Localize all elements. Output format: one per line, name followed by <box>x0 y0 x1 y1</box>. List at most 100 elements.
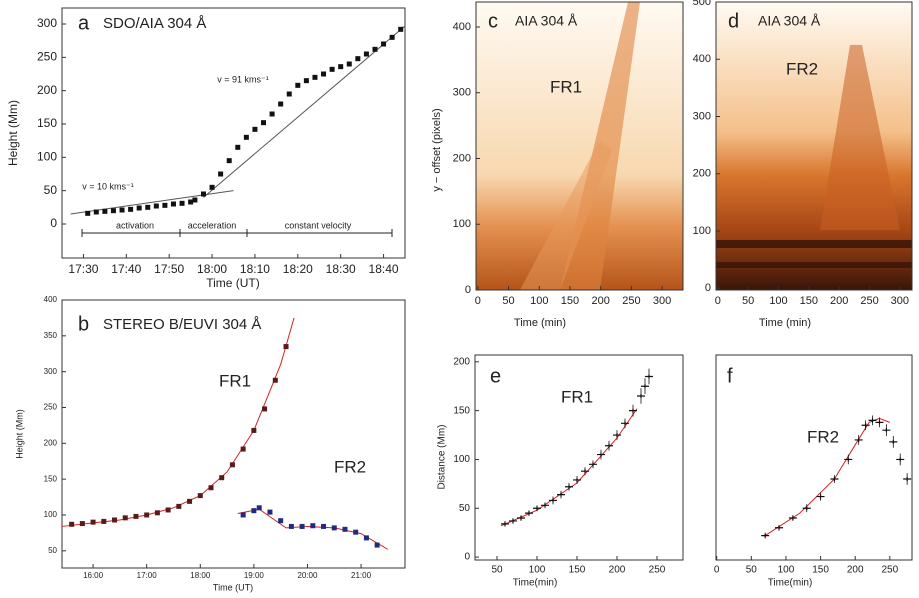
y-tick-label: 200 <box>453 356 470 367</box>
point <box>256 505 262 511</box>
x-tick-label: 50 <box>742 295 754 307</box>
annotation: v = 10 kms⁻¹ <box>82 181 134 191</box>
point <box>303 78 309 84</box>
point <box>229 462 235 468</box>
plot-frame <box>61 299 406 569</box>
x-tick-label: 18:40 <box>369 262 399 276</box>
plot-frame <box>715 354 913 561</box>
point <box>621 421 629 426</box>
panel-letter: f <box>727 365 733 387</box>
point <box>267 509 273 515</box>
panel-title: STEREO B/EUVI 304 Å <box>103 316 261 333</box>
point <box>775 525 784 530</box>
y-tick-label: 300 <box>37 16 57 30</box>
point <box>363 535 369 541</box>
point <box>398 26 404 32</box>
fit-line <box>500 408 638 527</box>
point <box>533 506 541 511</box>
plot-frame <box>61 7 406 259</box>
point <box>226 158 232 164</box>
x-tick-label: 17:40 <box>111 262 141 276</box>
point <box>154 510 160 516</box>
x-tick-label: 0 <box>475 295 481 307</box>
point <box>93 209 99 215</box>
point <box>235 144 241 150</box>
point <box>192 197 198 203</box>
plot-frame <box>475 1 684 291</box>
point <box>269 111 275 117</box>
x-axis-label: Time(min) <box>513 578 558 589</box>
point <box>549 498 557 503</box>
series-label: FR2 <box>334 457 366 476</box>
x-tick-label: 50 <box>746 565 758 576</box>
point <box>133 513 139 519</box>
x-tick-label: 19:00 <box>244 571 265 580</box>
point <box>882 428 891 433</box>
point <box>374 542 380 548</box>
point <box>637 394 645 398</box>
y-tick-label: 50 <box>459 503 471 514</box>
point <box>209 184 215 190</box>
x-tick-label: 250 <box>649 565 666 576</box>
point <box>353 529 359 535</box>
y-tick-label: 250 <box>44 403 58 412</box>
dark-band <box>716 240 912 248</box>
point <box>187 498 193 504</box>
point <box>165 507 171 513</box>
point <box>119 207 125 213</box>
panel-letter: a <box>78 12 90 34</box>
point <box>162 202 168 208</box>
y-tick-label: 0 <box>705 282 711 294</box>
point <box>278 518 284 524</box>
point <box>251 508 257 514</box>
point <box>288 523 294 529</box>
point <box>875 420 884 425</box>
x-tick-label: 300 <box>653 295 671 307</box>
point <box>101 518 107 524</box>
y-tick-label: 400 <box>453 21 471 33</box>
point <box>144 512 150 518</box>
point <box>788 516 797 521</box>
dark-band <box>716 262 912 268</box>
point <box>112 517 118 523</box>
point <box>641 384 649 389</box>
point <box>286 91 292 97</box>
x-tick-label: 17:50 <box>154 262 184 276</box>
point <box>321 71 327 77</box>
image-c <box>476 2 683 290</box>
point <box>79 521 85 527</box>
y-tick-label: 200 <box>453 152 471 164</box>
point <box>573 477 581 482</box>
point <box>252 126 258 132</box>
x-tick-label: 250 <box>622 295 640 307</box>
image-d <box>716 2 912 290</box>
point <box>557 492 565 497</box>
y-tick-label: 0 <box>465 284 471 296</box>
y-axis-label: Height (Mm) <box>6 100 20 166</box>
x-tick-label: 21:00 <box>351 571 372 580</box>
point <box>179 200 185 206</box>
point <box>372 46 378 52</box>
annotation: constant velocity <box>285 220 352 230</box>
point <box>219 475 225 481</box>
y-tick-label: 150 <box>37 116 57 130</box>
point <box>645 374 653 379</box>
x-axis-label: Time (UT) <box>206 276 260 290</box>
y-axis-label: Distance (Mm) <box>437 424 448 489</box>
point <box>389 34 395 40</box>
point <box>889 439 898 444</box>
point <box>629 408 637 413</box>
point <box>310 523 316 529</box>
point <box>830 476 839 481</box>
y-tick-label: 100 <box>37 150 57 164</box>
point <box>240 446 246 452</box>
x-tick-label: 100 <box>769 295 787 307</box>
point <box>589 462 597 467</box>
y-tick-label: 400 <box>693 53 711 65</box>
x-tick-label: 0 <box>715 295 721 307</box>
y-tick-label: 400 <box>44 295 58 304</box>
point <box>145 204 151 210</box>
point <box>321 523 327 529</box>
point <box>605 443 613 448</box>
x-axis-label: Time (min) <box>514 317 566 329</box>
